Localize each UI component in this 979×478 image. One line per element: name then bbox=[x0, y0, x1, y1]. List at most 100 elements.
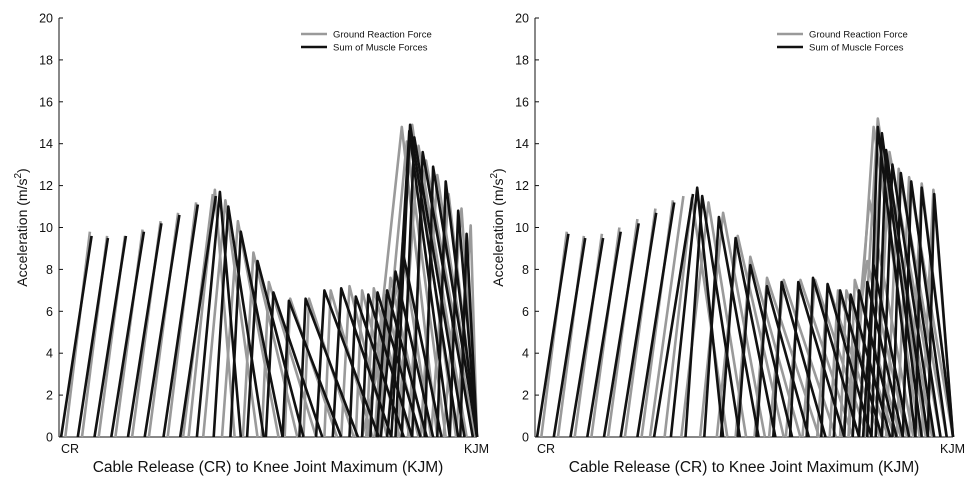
series-line-segment bbox=[734, 255, 802, 438]
x-axis-title: Cable Release (CR) to Knee Joint Maximum… bbox=[569, 459, 920, 476]
y-tick-label: 14 bbox=[39, 137, 53, 151]
series-line-segment bbox=[870, 131, 923, 438]
series-line-segment bbox=[703, 215, 760, 438]
y-axis-title-superscript: 2 bbox=[489, 173, 500, 179]
x-axis-title: Cable Release (CR) to Knee Joint Maximum… bbox=[93, 459, 444, 476]
series-line-segment bbox=[143, 214, 181, 438]
series-line-segment bbox=[755, 284, 811, 438]
series-line-segment bbox=[162, 204, 200, 438]
y-tick-label: 20 bbox=[515, 12, 529, 26]
y-tick-label: 6 bbox=[46, 305, 53, 319]
series-line-segment bbox=[552, 237, 587, 438]
y-tick-label: 4 bbox=[46, 347, 53, 361]
series-line-segment bbox=[410, 150, 475, 438]
series-line-segment bbox=[241, 251, 299, 438]
series-sum-of-muscle-forces bbox=[59, 123, 479, 438]
series-line-segment bbox=[260, 280, 318, 438]
series-line-segment bbox=[715, 234, 785, 438]
series-line-segment bbox=[901, 180, 948, 438]
series-line-segment bbox=[636, 202, 676, 438]
legend-label: Ground Reaction Force bbox=[333, 30, 432, 41]
series-line-segment bbox=[648, 195, 685, 438]
series-line-segment bbox=[436, 180, 479, 438]
series-line-segment bbox=[379, 270, 435, 438]
y-axis-title: Acceleration (m/s2) bbox=[489, 168, 506, 286]
y-tick-label: 10 bbox=[39, 221, 53, 235]
series-line-segment bbox=[828, 289, 890, 438]
series-line-segment bbox=[448, 209, 479, 438]
series-line-segment bbox=[264, 291, 324, 438]
series-line-segment bbox=[314, 289, 381, 438]
series-line-segment bbox=[394, 123, 460, 438]
series-line-segment bbox=[93, 235, 128, 438]
series-line-segment bbox=[369, 291, 422, 438]
series-line-segment bbox=[805, 276, 861, 438]
series-line-segment bbox=[535, 233, 570, 438]
series-line-segment bbox=[736, 263, 794, 438]
series-line-segment bbox=[59, 235, 93, 438]
series-line-segment bbox=[348, 295, 406, 438]
y-tick-label: 18 bbox=[515, 53, 529, 67]
y-axis-title: Acceleration (m/s2) bbox=[13, 168, 30, 286]
series-line-segment bbox=[602, 223, 640, 438]
series-line-segment bbox=[874, 148, 930, 438]
series-line-segment bbox=[652, 193, 695, 438]
y-tick-label: 18 bbox=[39, 53, 53, 67]
series-line-segment bbox=[619, 212, 658, 438]
y-tick-label: 10 bbox=[515, 221, 529, 235]
y-axis-title-main: Acceleration (m/s bbox=[490, 179, 506, 287]
series-line-segment bbox=[866, 125, 917, 438]
y-tick-label: 0 bbox=[522, 431, 529, 445]
series-line-segment bbox=[281, 299, 343, 438]
y-tick-label: 12 bbox=[515, 179, 529, 193]
y-tick-label: 14 bbox=[515, 137, 529, 151]
legend-label: Sum of Muscle Forces bbox=[809, 43, 904, 54]
series-line-segment bbox=[76, 237, 110, 438]
series-line-segment bbox=[331, 286, 393, 438]
y-axis-title-close: ) bbox=[14, 168, 30, 173]
y-tick-label: 8 bbox=[522, 263, 529, 277]
series-sum-of-muscle-forces bbox=[535, 125, 955, 438]
series-line-segment bbox=[245, 259, 305, 438]
series-line-segment bbox=[377, 140, 447, 438]
x-tick-label-kjm: KJM bbox=[464, 442, 489, 456]
series-line-segment bbox=[851, 125, 921, 438]
left-chart-panel: 0 2 4 6 8 10 12 14 16 18 20 CR KJM Cable Release (CR)… bbox=[13, 12, 489, 477]
legend: Ground Reaction Force Sum of Muscle Force… bbox=[777, 30, 908, 54]
series-line-segment bbox=[400, 136, 466, 438]
y-tick-label: 2 bbox=[46, 389, 53, 403]
legend: Ground Reaction Force Sum of Muscle Force… bbox=[301, 30, 432, 54]
x-tick-label-cr: CR bbox=[537, 442, 555, 456]
series-line-segment bbox=[880, 163, 936, 438]
series-line-segment bbox=[298, 297, 360, 438]
series-line-segment bbox=[914, 186, 955, 438]
right-chart-panel: 0 2 4 6 8 10 12 14 16 18 20 CR KJM Cable Release (CR)… bbox=[489, 12, 965, 477]
legend-label: Sum of Muscle Forces bbox=[333, 43, 428, 54]
series-line-segment bbox=[283, 297, 339, 438]
y-tick-label: 16 bbox=[515, 95, 529, 109]
y-tick-label: 0 bbox=[46, 431, 53, 445]
x-tick-label-cr: CR bbox=[61, 442, 79, 456]
series-line-segment bbox=[459, 232, 479, 438]
series-line-segment bbox=[302, 297, 355, 438]
x-tick-label-kjm: KJM bbox=[940, 442, 965, 456]
y-tick-label: 20 bbox=[39, 12, 53, 26]
series-line-segment bbox=[753, 276, 821, 438]
y-axis-title-superscript: 2 bbox=[13, 173, 24, 179]
series-line-segment bbox=[772, 280, 827, 438]
series-line-segment bbox=[406, 159, 477, 438]
y-tick-label: 4 bbox=[522, 347, 529, 361]
series-ground-reaction-force bbox=[540, 117, 955, 438]
series-line-segment bbox=[698, 211, 767, 438]
series-line-segment bbox=[788, 280, 846, 438]
y-tick-label: 16 bbox=[39, 95, 53, 109]
series-line-segment bbox=[820, 282, 873, 438]
series-line-segment bbox=[178, 195, 218, 438]
y-axis-title-close: ) bbox=[490, 168, 506, 173]
series-line-segment bbox=[891, 171, 942, 438]
y-tick-label: 2 bbox=[522, 389, 529, 403]
series-line-segment bbox=[569, 237, 605, 438]
y-tick-label: 12 bbox=[39, 179, 53, 193]
series-line-segment bbox=[110, 231, 146, 438]
